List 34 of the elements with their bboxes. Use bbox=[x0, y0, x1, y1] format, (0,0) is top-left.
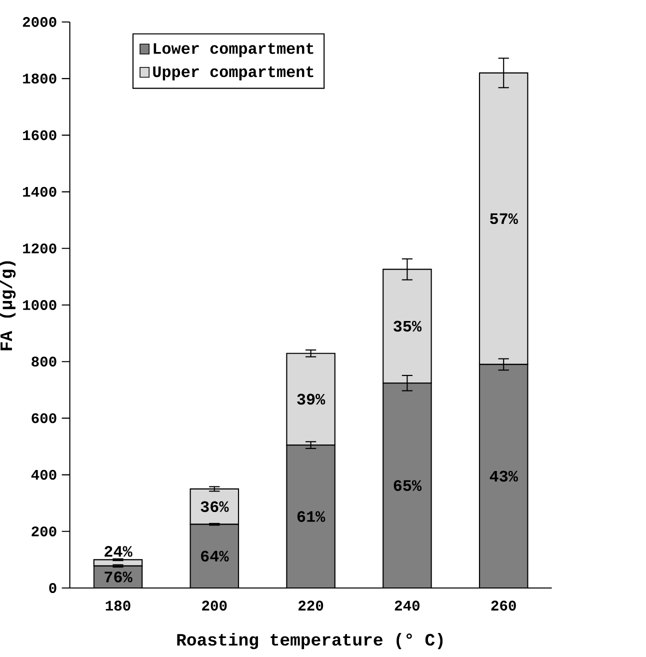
y-tick-label: 1400 bbox=[23, 186, 56, 197]
y-tick-label: 2000 bbox=[22, 17, 56, 27]
y-tick-label: 0 bbox=[49, 583, 56, 593]
x-tick-label: 200 bbox=[202, 600, 227, 611]
y-tick-label: 800 bbox=[32, 356, 56, 367]
annotation: 39% bbox=[297, 394, 326, 405]
x-tick-label: 180 bbox=[106, 600, 130, 611]
annotation: 65% bbox=[394, 480, 422, 491]
bar bbox=[286, 445, 335, 588]
legend-label: Lower compartment bbox=[154, 43, 314, 58]
annotation: 76% bbox=[104, 572, 132, 582]
legend-label: Upper compartment bbox=[153, 66, 314, 80]
x-tick-label: 220 bbox=[298, 600, 324, 611]
y-tick-label: 1800 bbox=[23, 74, 56, 84]
y-tick-label: 1600 bbox=[23, 130, 56, 140]
annotation: 57% bbox=[490, 213, 518, 224]
x-tick-label: 260 bbox=[491, 600, 516, 611]
annotation: 64% bbox=[201, 550, 229, 562]
annotation: 35% bbox=[394, 320, 422, 332]
bar bbox=[190, 524, 239, 588]
annotation: 43% bbox=[490, 470, 518, 482]
y-tick-label: 600 bbox=[32, 413, 56, 424]
y-tick-label: 200 bbox=[32, 526, 56, 536]
annotation: 61% bbox=[297, 511, 326, 522]
annotation: 24% bbox=[104, 546, 132, 557]
annotation: 36% bbox=[200, 501, 229, 512]
x-tick-label: 240 bbox=[394, 600, 420, 611]
y-tick-label: 400 bbox=[31, 470, 56, 480]
y-tick-label: 1000 bbox=[23, 300, 56, 310]
bar bbox=[383, 383, 432, 588]
x-axis-title: Roasting temperature (° C) bbox=[177, 632, 443, 650]
bar bbox=[190, 488, 240, 525]
bar bbox=[478, 364, 528, 588]
y-tick-label: 1200 bbox=[23, 243, 56, 254]
